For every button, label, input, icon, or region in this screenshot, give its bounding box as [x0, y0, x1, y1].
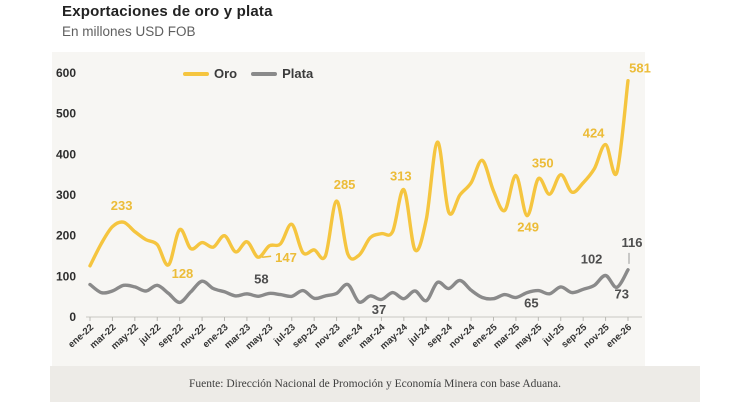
page-subtitle: En millones USD FOB: [62, 24, 196, 39]
chart-legend: Oro Plata: [183, 66, 313, 81]
legend-item-oro: Oro: [183, 66, 237, 81]
oro-line-swatch: [183, 71, 209, 76]
legend-label-oro: Oro: [214, 66, 238, 81]
legend-item-plata: Plata: [251, 66, 313, 81]
source-bar: Fuente: Dirección Nacional de Promoción …: [50, 366, 700, 402]
source-text: Fuente: Dirección Nacional de Promoción …: [188, 378, 562, 390]
plata-line-swatch: [251, 71, 278, 76]
page-title: Exportaciones de oro y plata: [62, 3, 273, 20]
legend-label-plata: Plata: [282, 66, 314, 81]
plot-panel: [52, 52, 645, 367]
